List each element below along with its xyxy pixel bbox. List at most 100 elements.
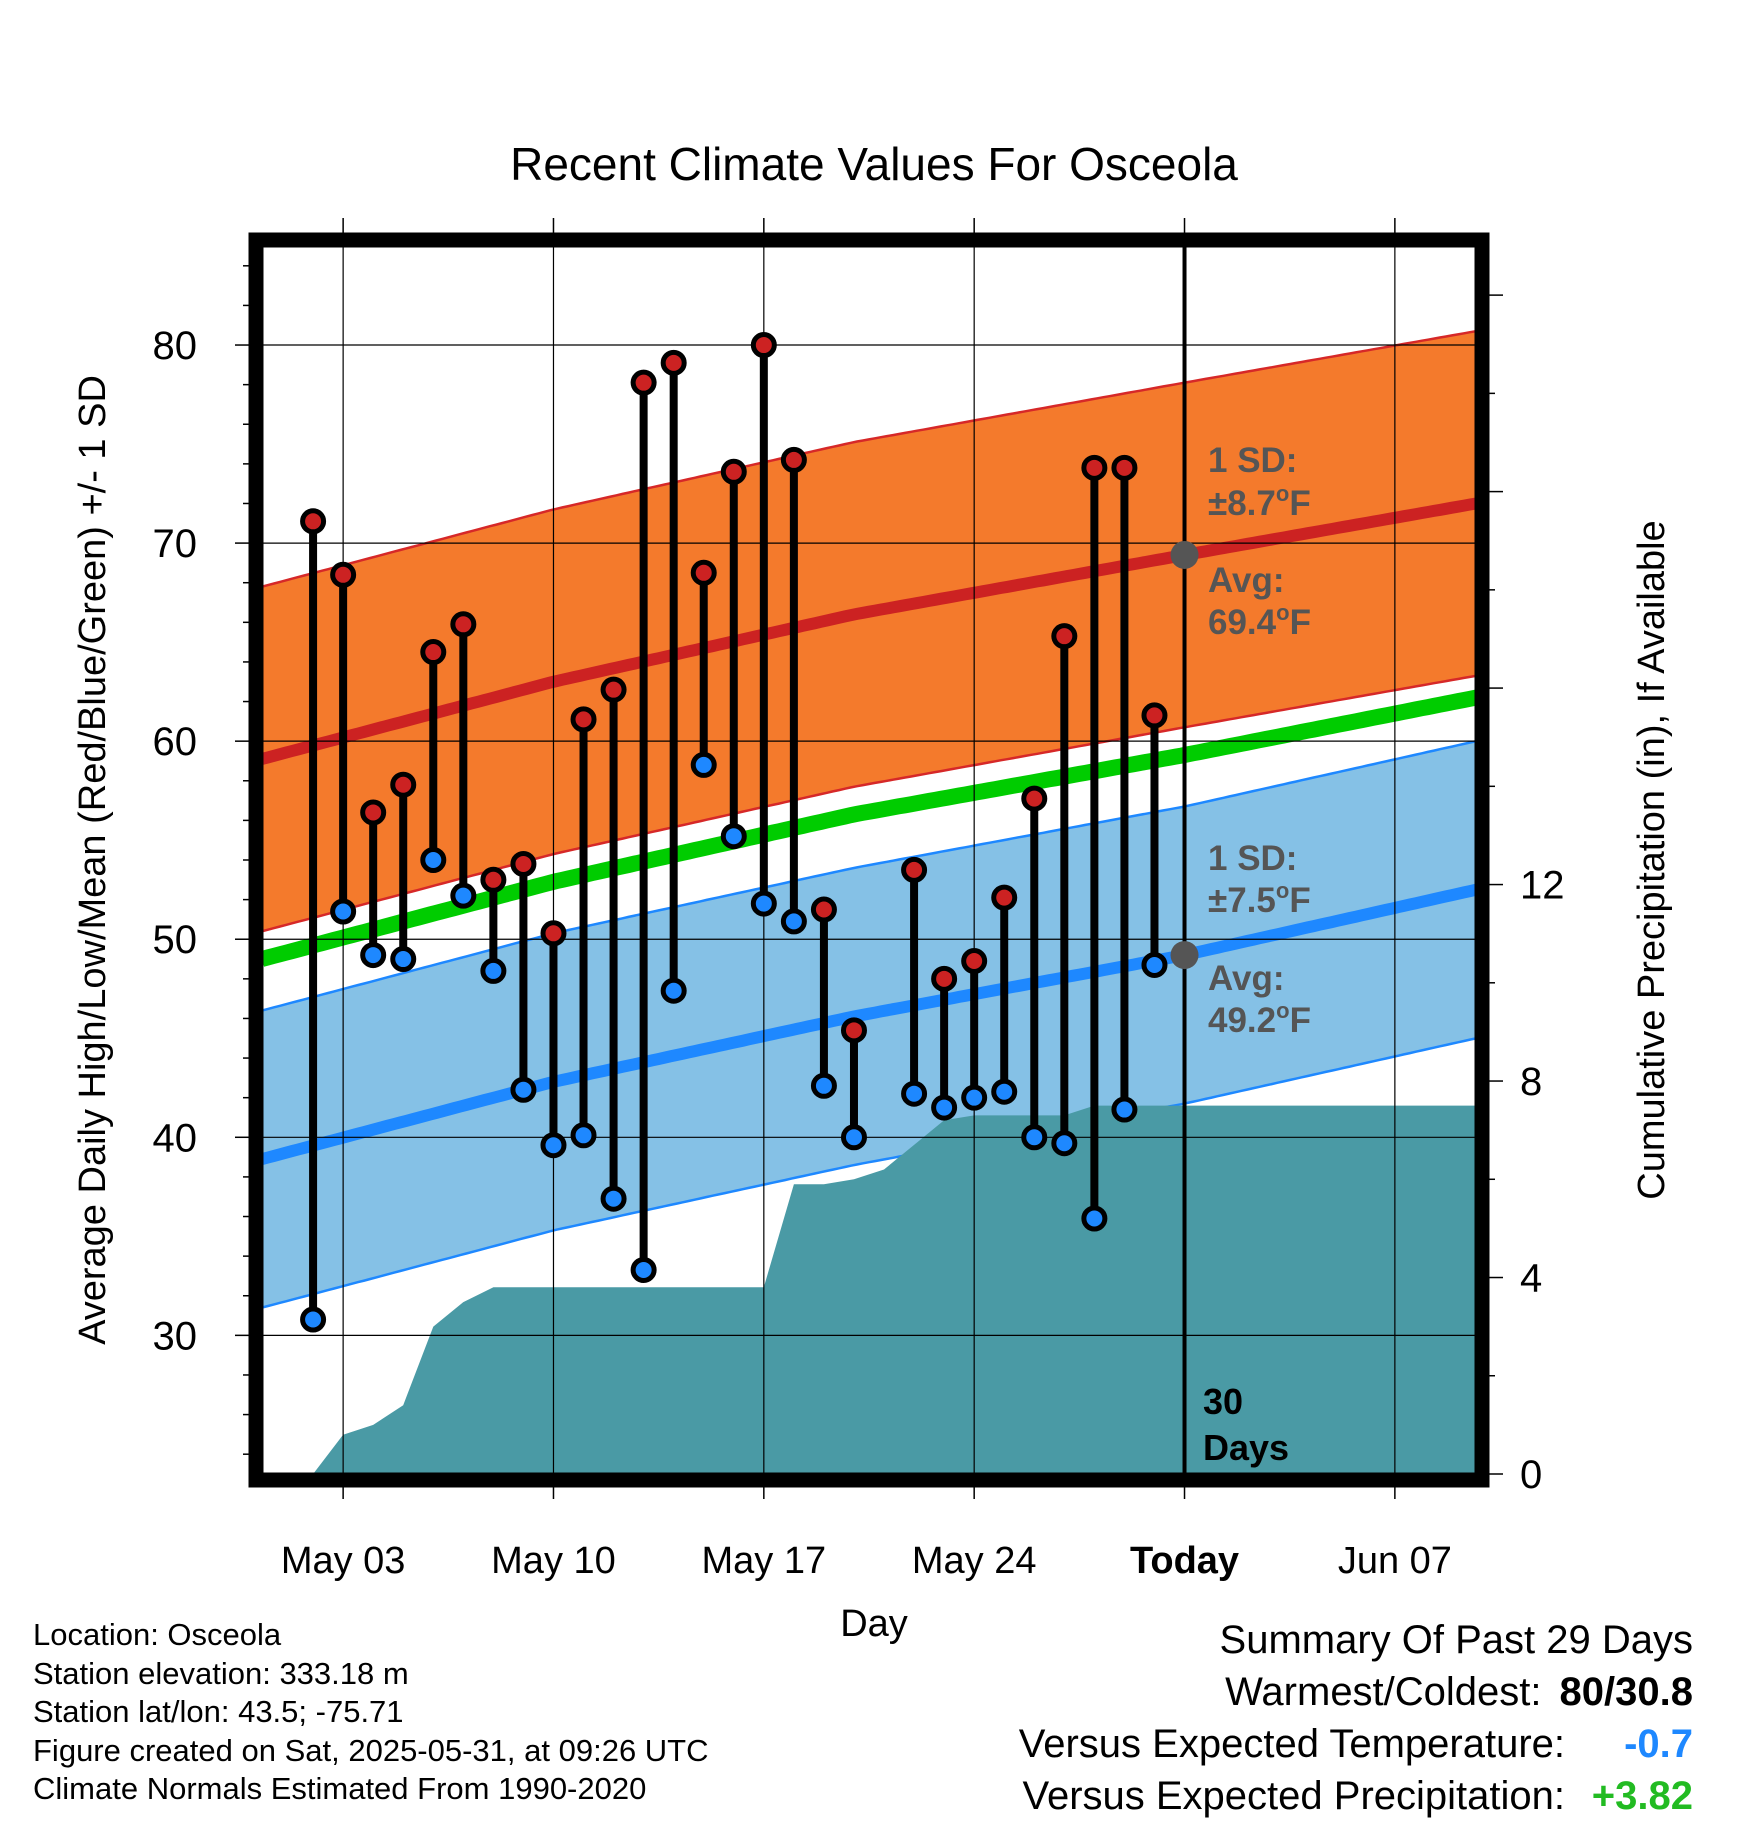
normals-text: Climate Normals Estimated From 1990-2020 [33, 1771, 647, 1806]
temp-value: -0.7 [1624, 1722, 1693, 1766]
daily-low-point [690, 751, 717, 778]
normal-low-line [262, 883, 1476, 1165]
x-tick-label: Today [1130, 1540, 1239, 1582]
daily-low-point [961, 1084, 988, 1111]
daily-high-point [810, 896, 837, 923]
precip-value: +3.82 [1591, 1774, 1693, 1818]
high-avg-text: 69.4oF [1208, 600, 1311, 642]
high-sd-text-value: ±8.7 [1208, 484, 1276, 523]
low-avg-text-degree: o [1276, 998, 1289, 1023]
daily-low-point [420, 847, 447, 873]
low-sd-lower-edge [262, 1037, 1476, 1309]
plot-area [262, 246, 1476, 1474]
today-days-count: 30 [1203, 1381, 1243, 1422]
daily-low-point [450, 882, 477, 909]
low-sd-upper-edge [262, 739, 1476, 1012]
low-sd-text-degree: o [1276, 878, 1289, 903]
daily-low-point [1081, 1205, 1108, 1232]
daily-high-point [750, 332, 777, 359]
y-tick-label: 40 [153, 1116, 198, 1160]
daily-high-point [330, 561, 357, 588]
daily-high-point [300, 508, 327, 535]
high-sd-upper-edge [262, 329, 1476, 588]
daily-high-point [1021, 785, 1048, 812]
daily-low-point [840, 1124, 867, 1151]
summary-temp: Versus Expected Temperature: -0.7 [1019, 1718, 1693, 1770]
daily-high-point [690, 559, 717, 586]
today-normal-high-marker [1170, 540, 1199, 569]
daily-high-point [720, 458, 747, 485]
summary-warm-cold: Warmest/Coldest: 80/30.8 [1019, 1666, 1693, 1718]
daily-high-point [360, 799, 387, 826]
daily-high-point [1081, 454, 1108, 481]
daily-high-point [1051, 623, 1078, 650]
summary-title: Summary Of Past 29 Days [1219, 1618, 1693, 1662]
chart-title: Recent Climate Values For Osceola [510, 138, 1238, 190]
daily-low-point [480, 957, 507, 984]
daily-high-point [1141, 702, 1168, 729]
daily-high-point [540, 920, 567, 947]
warm-cold-label: Warmest/Coldest: [1225, 1670, 1542, 1714]
y2-tick-label: 0 [1520, 1453, 1542, 1497]
daily-low-point [750, 890, 777, 917]
high-sd-text: ±8.7oF [1208, 481, 1311, 523]
daily-low-point [1051, 1130, 1078, 1157]
y2-tick-label: 12 [1520, 864, 1565, 908]
x-tick-label: May 17 [702, 1540, 827, 1582]
daily-high-point [991, 884, 1018, 911]
y2-axis-label: Cumulative Precipitation (in), If Availa… [1631, 520, 1673, 1199]
temp-label: Versus Expected Temperature: [1018, 1722, 1565, 1766]
y-tick-label: 80 [153, 324, 198, 368]
station-info: Location: Osceola Station elevation: 333… [33, 1616, 709, 1809]
summary-panel: Summary Of Past 29 Days Warmest/Coldest:… [1019, 1614, 1693, 1822]
daily-low-point [600, 1185, 627, 1212]
daily-high-point [840, 1017, 867, 1044]
y2-tick-label: 4 [1520, 1257, 1542, 1301]
daily-high-point [931, 965, 958, 992]
daily-high-point [600, 676, 627, 703]
daily-high-point [570, 706, 597, 733]
low-sd-text-unit: F [1289, 881, 1310, 920]
today-normal-low-marker [1170, 941, 1199, 970]
high-sd-band [262, 331, 1476, 932]
low-sd-text-value: ±7.5 [1208, 881, 1276, 920]
y-tick-label: 70 [153, 522, 198, 566]
high-avg-text-degree: o [1276, 600, 1289, 625]
daily-low-point [1141, 951, 1168, 978]
daily-low-point [810, 1072, 837, 1099]
latlon-text: Station lat/lon: 43.5; -75.71 [33, 1694, 404, 1729]
low-avg-text-unit: F [1290, 1001, 1311, 1040]
daily-low-point [1021, 1124, 1048, 1151]
x-tick-label: May 24 [912, 1540, 1037, 1582]
daily-high-point [480, 866, 507, 893]
location-text: Location: Osceola [33, 1617, 282, 1652]
daily-high-point [420, 639, 447, 666]
x-tick-label: Jun 07 [1338, 1540, 1452, 1582]
y-axis-label: Average Daily High/Low/Mean (Red/Blue/Gr… [72, 375, 114, 1345]
daily-high-point [961, 948, 988, 975]
high-sd-text-degree: o [1276, 481, 1289, 506]
daily-low-point [390, 946, 417, 973]
precip-area [262, 1105, 1476, 1474]
daily-low-point [570, 1122, 597, 1149]
daily-high-point [450, 611, 477, 638]
y-tick-label: 50 [153, 918, 198, 962]
low-avg-label: Avg: [1208, 959, 1284, 998]
precip-label: Versus Expected Precipitation: [1022, 1774, 1565, 1818]
daily-low-point [360, 942, 387, 969]
high-sd-label: 1 SD: [1208, 441, 1297, 480]
daily-low-point [931, 1094, 958, 1121]
daily-high-point [780, 446, 807, 473]
daily-low-point [720, 823, 747, 850]
elevation-text: Station elevation: 333.18 m [33, 1655, 409, 1691]
high-avg-label: Avg: [1208, 561, 1284, 600]
x-tick-label: May 03 [281, 1540, 406, 1582]
y-tick-label: 30 [153, 1314, 198, 1358]
high-sd-text-unit: F [1289, 484, 1310, 523]
low-avg-text: 49.2oF [1208, 998, 1311, 1040]
low-sd-text: ±7.5oF [1208, 878, 1311, 920]
daily-high-point [660, 349, 687, 376]
daily-low-point [1111, 1096, 1138, 1123]
daily-low-point [991, 1078, 1018, 1105]
